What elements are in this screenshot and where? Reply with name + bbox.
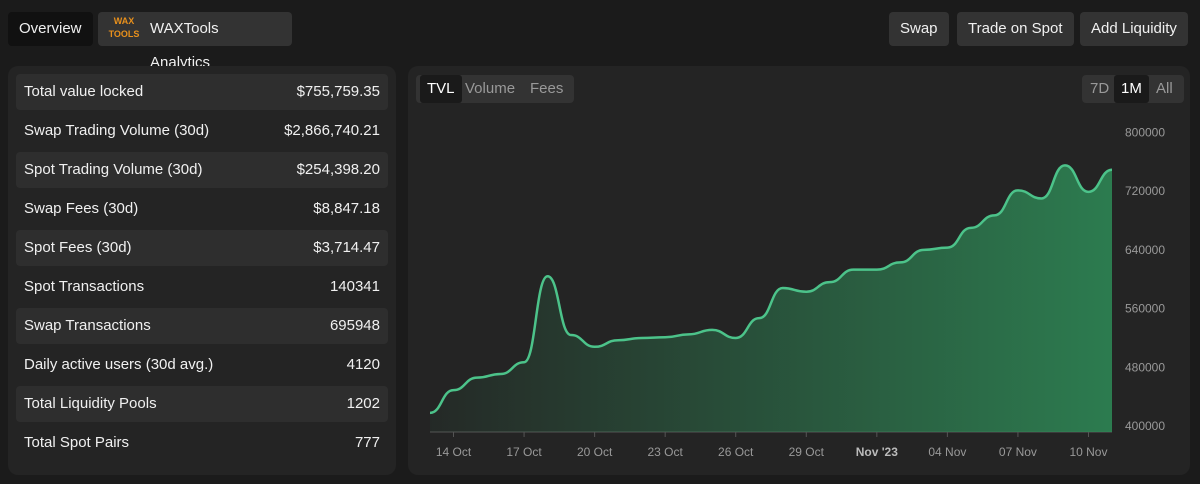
stat-value: $3,714.47 (313, 239, 380, 256)
stat-row: Spot Transactions 140341 (16, 269, 388, 305)
stat-value: $254,398.20 (296, 161, 380, 178)
liquidity-button[interactable]: Add Liquidity (1080, 12, 1188, 46)
app-name: WAXTools Analytics (150, 20, 219, 71)
y-tick-label: 640000 (1125, 243, 1165, 257)
y-tick-label: 720000 (1125, 184, 1165, 198)
x-tick-label: 26 Oct (718, 445, 754, 459)
y-tick-label: 480000 (1125, 360, 1165, 374)
stat-label: Total Liquidity Pools (24, 395, 157, 412)
overview-tab[interactable]: Overview (8, 12, 93, 46)
x-tick-label: Nov '23 (856, 445, 899, 459)
stat-value: 1202 (346, 395, 380, 412)
stat-value: $2,866,740.21 (284, 122, 380, 139)
x-tick-label: 10 Nov (1069, 445, 1107, 459)
x-tick-label: 20 Oct (577, 445, 613, 459)
trade-button[interactable]: Trade on Spot (957, 12, 1074, 46)
metric-tab[interactable]: Volume (465, 80, 516, 97)
stat-label: Daily active users (30d avg.) (24, 356, 214, 373)
y-tick-label: 800000 (1125, 125, 1165, 139)
x-tick-label: 17 Oct (506, 445, 542, 459)
stat-row: Daily active users (30d avg.) 4120 (16, 347, 388, 383)
stat-row: Spot Fees (30d) $3,714.47 (16, 230, 388, 266)
stat-label: Swap Fees (30d) (24, 200, 139, 217)
stat-label: Spot Trading Volume (30d) (24, 161, 203, 178)
stat-label: Spot Transactions (24, 278, 145, 295)
y-tick-label: 400000 (1125, 419, 1165, 433)
stat-label: Total Spot Pairs (24, 434, 130, 451)
stat-row: Spot Trading Volume (30d) $254,398.20 (16, 152, 388, 188)
stat-row: Total value locked $755,759.35 (16, 74, 388, 110)
x-tick-label: 14 Oct (436, 445, 472, 459)
area (430, 165, 1112, 432)
chart: 400000 480000 560000 640000 720000 800000 14 O… (429, 125, 1165, 459)
x-tick-label: 29 Oct (789, 445, 825, 459)
stat-row: Total Spot Pairs 777 (16, 425, 388, 461)
stat-label: Swap Trading Volume (30d) (24, 122, 210, 139)
stat-value: 4120 (346, 356, 380, 373)
stat-value: 140341 (329, 278, 380, 295)
stat-label: Total value locked (24, 83, 144, 100)
stat-value: 695948 (329, 317, 380, 334)
x-tick-label: 07 Nov (999, 445, 1037, 459)
app-button[interactable]: WAX TOOLS WAXTools Analytics (98, 12, 292, 71)
x-tick-label: 04 Nov (928, 445, 966, 459)
stat-row: Swap Fees (30d) $8,847.18 (16, 191, 388, 227)
range-tab[interactable]: All (1156, 80, 1173, 97)
swap-button[interactable]: Swap (889, 12, 949, 46)
logo: WAX TOOLS (108, 16, 140, 39)
stat-label: Spot Fees (30d) (24, 239, 132, 256)
metric-tab[interactable]: TVL (420, 75, 462, 103)
stat-value: $8,847.18 (313, 200, 380, 217)
stat-row: Total Liquidity Pools 1202 (16, 386, 388, 422)
stats-panel: Total value locked $755,759.35 Swap Tradin… (8, 66, 396, 475)
stat-row: Swap Transactions 695948 (16, 308, 388, 344)
chart-panel: 400000 480000 560000 640000 720000 800000 14 O… (408, 66, 1190, 475)
y-tick-label: 560000 (1125, 302, 1165, 316)
stat-label: Swap Transactions (24, 317, 151, 334)
stat-value: 777 (354, 434, 380, 451)
metric-tab[interactable]: Fees (530, 80, 564, 97)
stat-row: Swap Trading Volume (30d) $2,866,740.21 (16, 113, 388, 149)
line (429, 164, 1113, 415)
range-tab[interactable]: 7D (1090, 80, 1110, 97)
range-tab[interactable]: 1M (1114, 75, 1149, 103)
x-tick-label: 23 Oct (647, 445, 683, 459)
stat-value: $755,759.35 (296, 83, 380, 100)
